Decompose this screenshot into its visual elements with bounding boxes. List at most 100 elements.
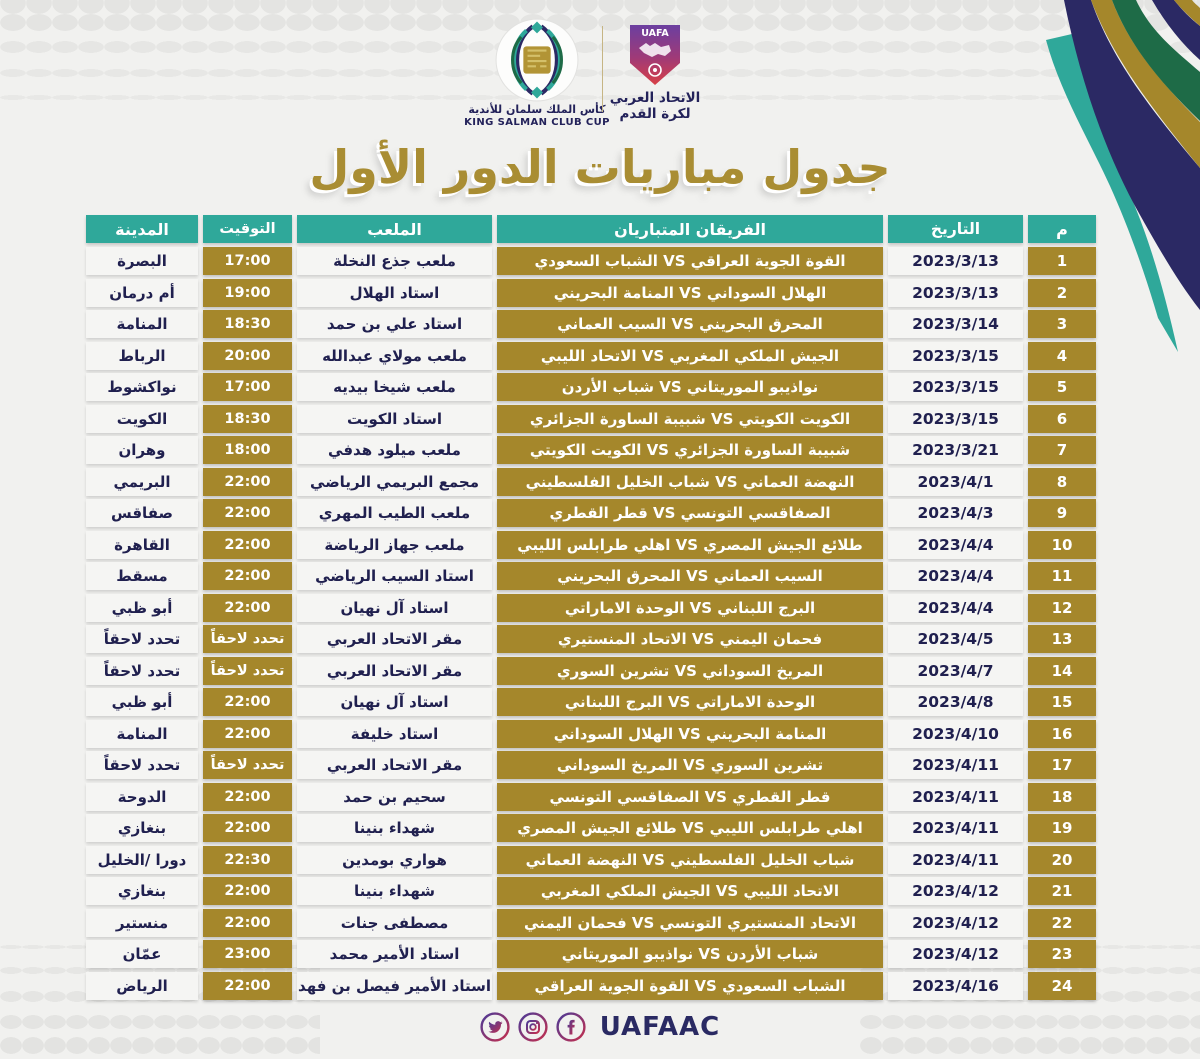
table-row: 3 2023/3/14 المحرق البحريني VS السيب الع… [84,310,1096,338]
cell-teams: السيب العماني VS المحرق البحريني [497,562,883,590]
cell-teams: المنامة البحريني VS الهلال السوداني [497,719,883,748]
cell-match-number: 8 [1028,467,1096,496]
cell-date: 2023/4/3 [888,499,1023,527]
cell-stadium: استاد آل نهيان [297,593,492,622]
table-row: 4 2023/3/15 الجيش الملكي المغربي VS الات… [84,341,1096,370]
cell-stadium: استاد الكويت [297,404,492,433]
cell-stadium: شهداء بنينا [297,814,492,842]
table-row: 6 2023/3/15 الكويت الكويتي VS شبيبة السا… [84,404,1096,433]
cell-time: تحدد لاحقاً [203,751,292,779]
cell-date: 2023/3/15 [888,373,1023,401]
table-row: 24 2023/4/16 الشباب السعودي VS القوة الج… [84,971,1096,1000]
cell-teams: الجيش الملكي المغربي VS الاتحاد الليبي [497,341,883,370]
uafa-logo: UAFA [630,25,680,85]
uafa-caption: الاتحاد العربي لكرة القدم [597,90,713,122]
poster-title: جدول مباريات الدور الأول [309,140,891,194]
table-header-row: م التاريخ الفريقان المتباريان الملعب الت… [84,215,1096,243]
table-row: 5 2023/3/15 نواذيبو الموريتاني VS شباب ا… [84,373,1096,401]
cell-city: صفاقس [86,499,198,527]
table-row: 23 2023/4/12 شباب الأردن VS نواذيبو المو… [84,940,1096,968]
cell-stadium: مقر الاتحاد العربي [297,751,492,779]
cell-city: الكويت [86,404,198,433]
king-salman-caption-ar: كأس الملك سلمان للأندية [468,103,606,116]
cell-date: 2023/4/16 [888,971,1023,1000]
king-salman-cup-logo [495,18,579,102]
cell-time: 18:30 [203,310,292,338]
king-salman-caption-en: KING SALMAN CLUB CUP [464,117,610,128]
cell-stadium: مقر الاتحاد العربي [297,625,492,653]
cell-stadium: ملعب جهاز الرياضة [297,530,492,559]
table-row: 12 2023/4/4 البرج اللبناني VS الوحدة الا… [84,593,1096,622]
cell-match-number: 11 [1028,562,1096,590]
cell-date: 2023/4/1 [888,467,1023,496]
cell-teams: الاتحاد الليبي VS الجيش الملكي المغربي [497,877,883,905]
cell-date: 2023/3/15 [888,404,1023,433]
cell-match-number: 22 [1028,908,1096,937]
cell-teams: قطر القطري VS الصفاقسي التونسي [497,782,883,811]
cell-time: 23:00 [203,940,292,968]
cell-time: 20:00 [203,341,292,370]
cell-teams: الشباب السعودي VS القوة الجوية العراقي [497,971,883,1000]
cell-match-number: 4 [1028,341,1096,370]
table-row: 17 2023/4/11 تشرين السوري VS المريخ السو… [84,751,1096,779]
cell-stadium: ملعب الطيب المهري [297,499,492,527]
cell-teams: شباب الخليل الفلسطيني VS النهضة العماني [497,845,883,874]
cell-stadium: استاد علي بن حمد [297,310,492,338]
cell-teams: المريخ السوداني VS تشرين السوري [497,656,883,685]
column-header-time: التوقيت [203,215,292,243]
cell-date: 2023/4/11 [888,845,1023,874]
cell-match-number: 15 [1028,688,1096,716]
cell-match-number: 6 [1028,404,1096,433]
cell-date: 2023/4/12 [888,908,1023,937]
social-handle: UAFAAC [599,1012,721,1042]
cell-stadium: هواري بومدين [297,845,492,874]
table-row: 11 2023/4/4 السيب العماني VS المحرق البح… [84,562,1096,590]
cell-match-number: 2 [1028,278,1096,307]
cell-date: 2023/3/15 [888,341,1023,370]
cell-time: 17:00 [203,247,292,275]
cell-stadium: استاد الهلال [297,278,492,307]
cell-teams: الكويت الكويتي VS شبيبة الساورة الجزائري [497,404,883,433]
cell-time: 22:00 [203,499,292,527]
cell-city: الرباط [86,341,198,370]
cell-match-number: 16 [1028,719,1096,748]
cell-date: 2023/3/21 [888,436,1023,464]
cell-date: 2023/4/4 [888,593,1023,622]
schedule-table: م التاريخ الفريقان المتباريان الملعب الت… [84,215,1096,1003]
cell-city: عمّان [86,940,198,968]
cell-city: المنامة [86,719,198,748]
cell-teams: اهلي طرابلس الليبي VS طلائع الجيش المصري [497,814,883,842]
cell-stadium: استاد آل نهيان [297,688,492,716]
cell-city: تحدد لاحقاً [86,656,198,685]
cell-teams: القوة الجوية العراقي VS الشباب السعودي [497,247,883,275]
cell-teams: الوحدة الاماراتي VS البرج اللبناني [497,688,883,716]
cell-time: 22:00 [203,467,292,496]
cell-time: 22:00 [203,562,292,590]
cell-city: القاهرة [86,530,198,559]
cell-teams: الصفاقسي التونسي VS قطر القطري [497,499,883,527]
cell-time: تحدد لاحقاً [203,625,292,653]
cell-time: 18:00 [203,436,292,464]
cell-time: 22:00 [203,719,292,748]
cell-date: 2023/3/13 [888,278,1023,307]
cell-stadium: ملعب جذع النخلة [297,247,492,275]
cell-match-number: 23 [1028,940,1096,968]
cell-date: 2023/4/11 [888,751,1023,779]
cell-city: مسقط [86,562,198,590]
table-row: 1 2023/3/13 القوة الجوية العراقي VS الشب… [84,247,1096,275]
table-row: 21 2023/4/12 الاتحاد الليبي VS الجيش الم… [84,877,1096,905]
cell-date: 2023/4/12 [888,940,1023,968]
cell-teams: الاتحاد المنستيري التونسي VS فحمان اليمن… [497,908,883,937]
table-row: 7 2023/3/21 شبيبة الساورة الجزائري VS ال… [84,436,1096,464]
cell-time: 22:00 [203,814,292,842]
table-row: 15 2023/4/8 الوحدة الاماراتي VS البرج ال… [84,688,1096,716]
cell-time: 18:30 [203,404,292,433]
cell-city: الدوحة [86,782,198,811]
cell-date: 2023/4/5 [888,625,1023,653]
cell-teams: شبيبة الساورة الجزائري VS الكويت الكويتي [497,436,883,464]
cell-teams: طلائع الجيش المصري VS اهلي طرابلس الليبي [497,530,883,559]
cell-match-number: 3 [1028,310,1096,338]
table-row: 9 2023/4/3 الصفاقسي التونسي VS قطر القطر… [84,499,1096,527]
cell-time: 22:30 [203,845,292,874]
cell-stadium: ملعب شيخا بيديه [297,373,492,401]
